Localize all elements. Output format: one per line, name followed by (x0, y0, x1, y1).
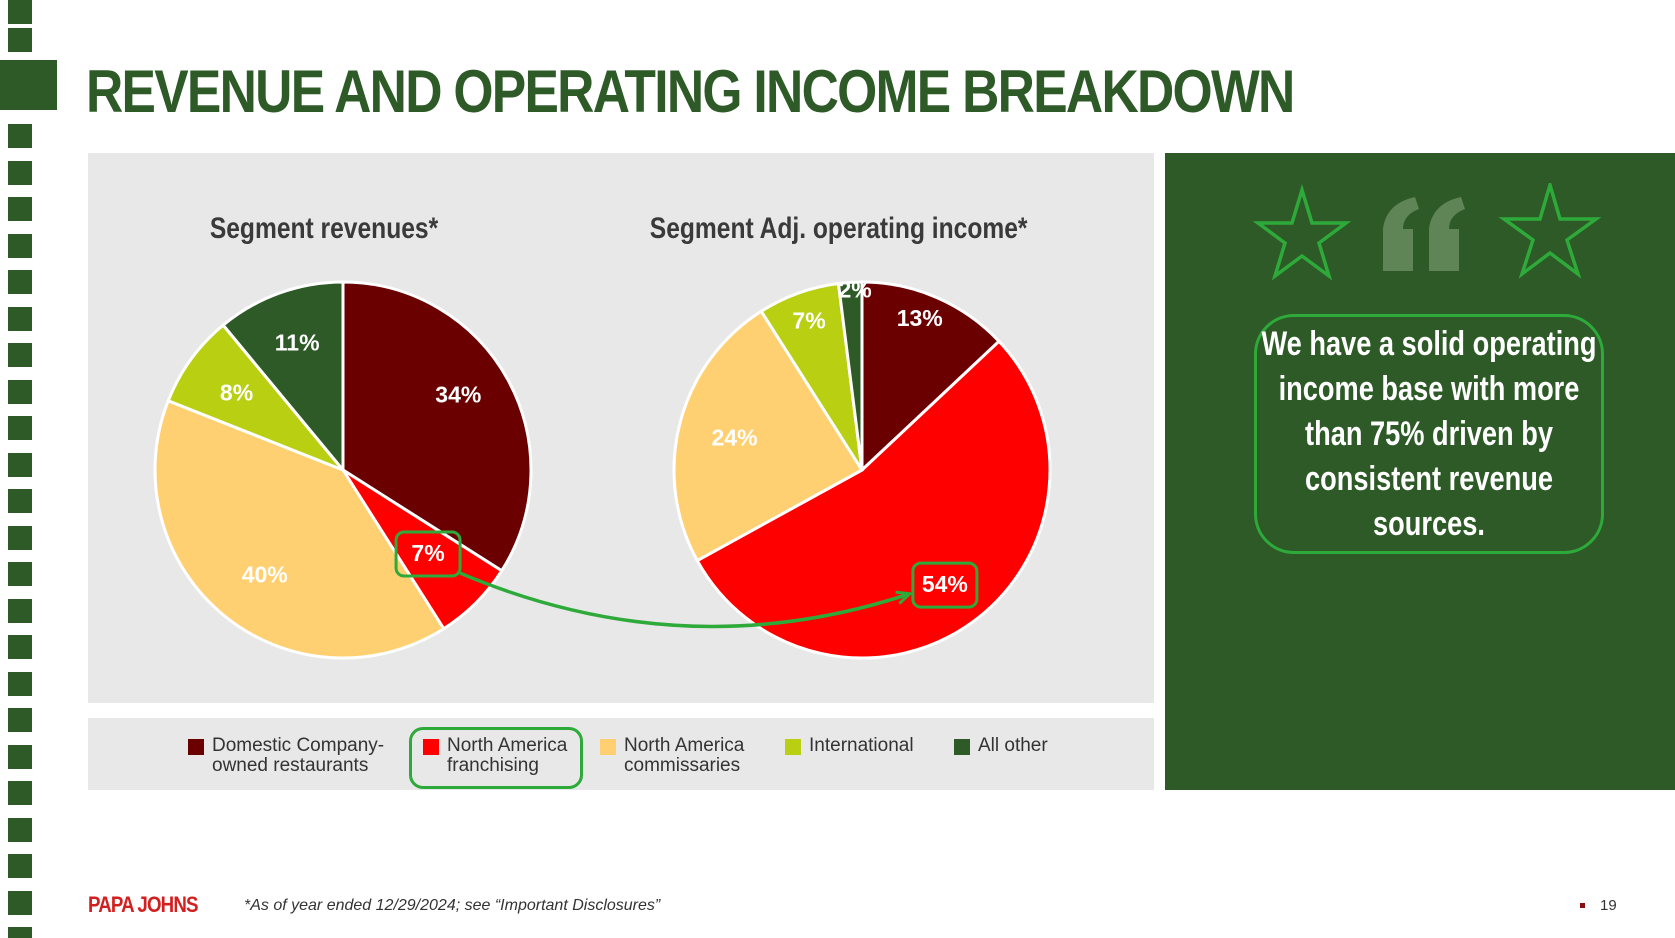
pie-charts-canvas: 34% 7% 40% 8% 11% 13% 54% 24% 7% 2% (153, 276, 1052, 660)
legend-item-all-other: All other (954, 736, 1098, 756)
strip-square (8, 526, 32, 550)
quote-text: We have a solid operating income base wi… (1261, 324, 1597, 543)
pie-data-label: 7% (411, 540, 444, 566)
pie-slice (695, 339, 1052, 660)
pie-data-label: 34% (435, 382, 481, 408)
chart-title-operating-income: Segment Adj. operating income* (649, 212, 1028, 245)
strip-square (8, 124, 32, 148)
strip-square (8, 270, 32, 294)
quote-callout: We have a solid operating income base wi… (1254, 314, 1604, 554)
strip-square (8, 234, 32, 258)
pie-data-label: 7% (792, 307, 825, 333)
papa-johns-logo: PAPA JOHNS (88, 892, 198, 917)
legend: Domestic Company-owned restaurants North… (88, 718, 1154, 790)
strip-square (8, 854, 32, 878)
legend-label: North America commissaries (624, 735, 745, 776)
connector-arrow (459, 571, 909, 629)
quote-decoration (1252, 183, 1602, 281)
strip-square (8, 781, 32, 805)
strip-square (8, 307, 32, 331)
legend-label: All other (978, 735, 1048, 756)
pie-data-label: 24% (712, 424, 758, 450)
strip-square (8, 891, 32, 915)
strip-square (8, 161, 32, 185)
chart-title-revenues: Segment revenues* (209, 212, 439, 245)
strip-square (8, 745, 32, 769)
strip-square (8, 562, 32, 586)
legend-label: Domestic Company-owned restaurants (212, 735, 385, 776)
pie-slice (153, 398, 446, 660)
strip-square (8, 672, 32, 696)
legend-swatch (600, 739, 616, 755)
highlight-box (911, 561, 979, 609)
page-title: REVENUE AND OPERATING INCOME BREAKDOWN (86, 58, 1295, 125)
strip-square (8, 818, 32, 842)
quote-panel: We have a solid operating income base wi… (1165, 153, 1675, 790)
legend-swatch (423, 739, 439, 755)
legend-item-international: International (785, 736, 949, 756)
title-marker-tab (0, 60, 57, 110)
quote-mark-icon (1383, 197, 1465, 271)
strip-square (8, 927, 32, 938)
strip-square (8, 380, 32, 404)
strip-square (8, 635, 32, 659)
pie-data-label: 40% (242, 561, 288, 587)
strip-square (8, 708, 32, 732)
pie-data-label: 13% (897, 305, 943, 331)
star-icon (1498, 183, 1602, 279)
strip-square (8, 197, 32, 221)
pie-data-label: 2% (839, 276, 872, 302)
chart-panel: Segment revenues* Segment Adj. operating… (88, 153, 1154, 703)
pie-slice (836, 280, 864, 471)
page-marker (1580, 903, 1585, 908)
strip-square (8, 599, 32, 623)
decorative-side-strip (0, 0, 60, 938)
strip-square (8, 453, 32, 477)
legend-label: International (809, 735, 914, 756)
pie-data-label: 54% (922, 571, 968, 597)
pie-slice (221, 280, 345, 475)
strip-square (8, 489, 32, 513)
legend-label: North America franchising (447, 735, 568, 776)
pie-data-label: 11% (275, 330, 320, 356)
legend-highlight-box (409, 727, 583, 789)
strip-square (8, 0, 32, 24)
strip-square (8, 343, 32, 367)
legend-swatch (954, 739, 970, 755)
legend-item-na-commissaries: North America commissaries (600, 736, 759, 776)
highlight-box (394, 530, 462, 578)
star-icon (1252, 183, 1352, 281)
footnote: *As of year ended 12/29/2024; see “Impor… (244, 897, 661, 914)
pie-slice (166, 323, 345, 472)
page-number: 19 (1600, 897, 1617, 914)
strip-square (8, 416, 32, 440)
legend-item-na-franchising: North America franchising (423, 736, 582, 776)
pie-slice (860, 280, 1002, 474)
legend-item-domestic: Domestic Company-owned restaurants (188, 736, 392, 776)
strip-square (8, 28, 32, 52)
pie-slice (672, 309, 865, 563)
legend-swatch (785, 739, 801, 755)
legend-swatch (188, 739, 204, 755)
pie-data-label: 8% (220, 380, 253, 406)
